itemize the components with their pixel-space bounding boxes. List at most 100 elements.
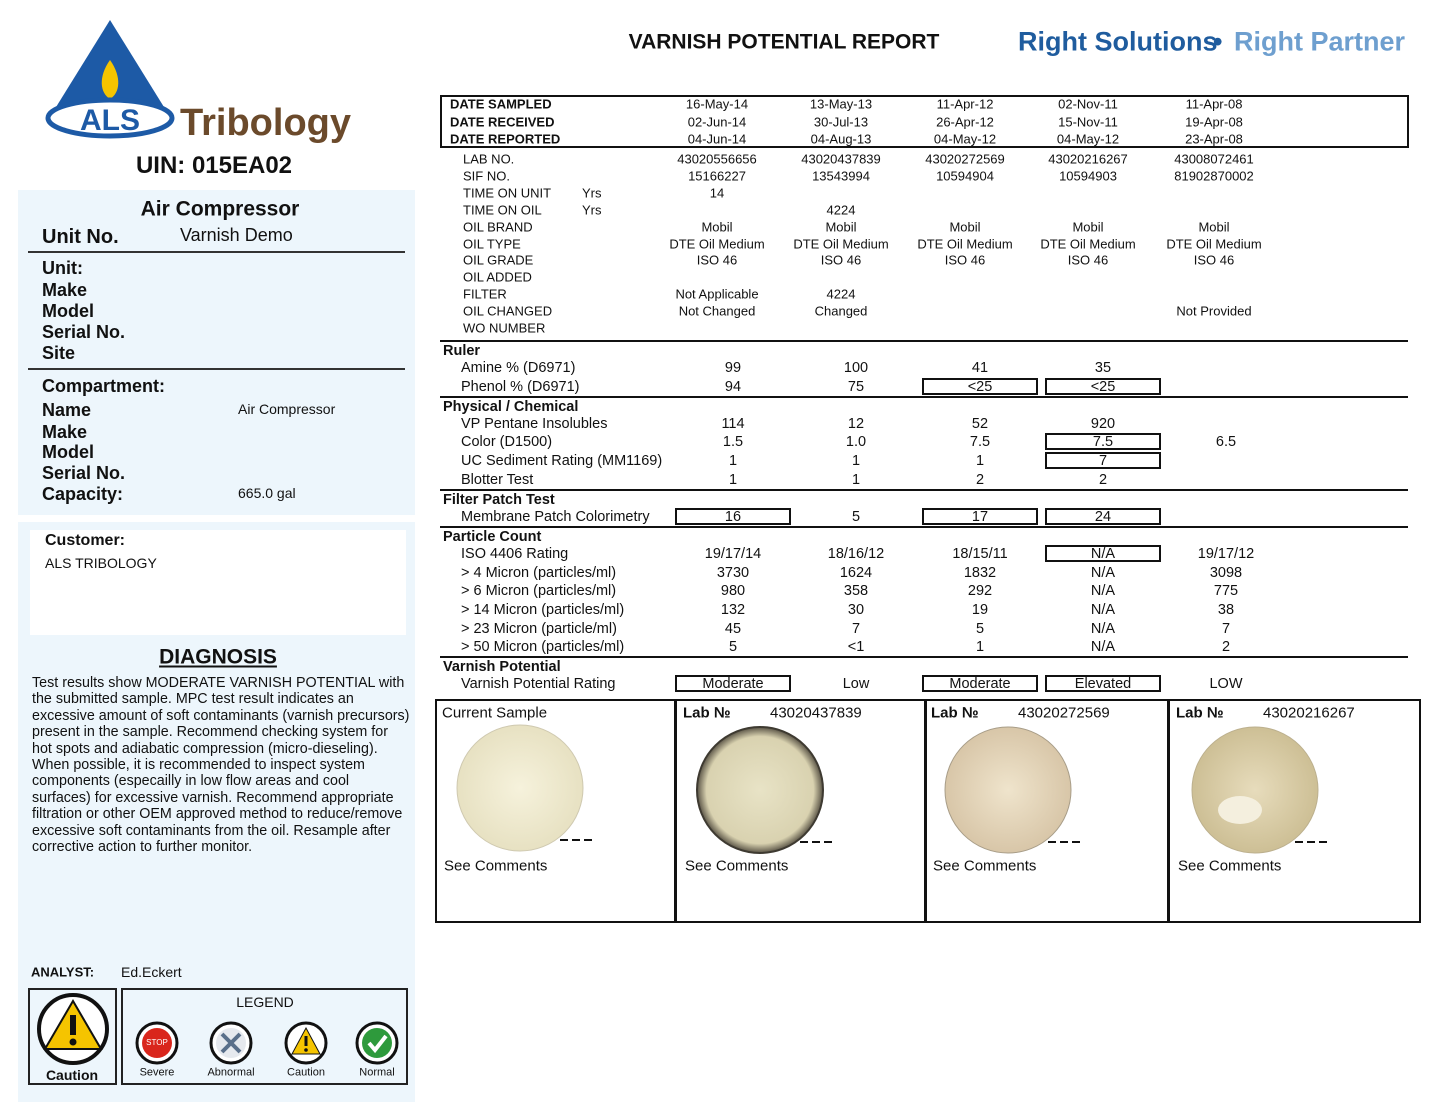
compartment-heading: Compartment:: [42, 376, 166, 396]
test-value: 2: [1221, 639, 1231, 656]
value-box: [1045, 452, 1161, 470]
info-label: FILTER: [463, 286, 507, 302]
value-box: [1045, 377, 1161, 395]
customer-box: [30, 530, 406, 635]
info-value: Not Changed: [678, 303, 756, 319]
field-value: 665.0 gal: [238, 485, 296, 501]
field-label: Model: [42, 301, 94, 321]
date-label: DATE SAMPLED: [450, 96, 552, 112]
sample-label: Current Sample: [442, 704, 548, 722]
field-label: Make: [42, 422, 88, 442]
sample-images: [456, 724, 1327, 854]
legend-icons: [135, 1021, 399, 1065]
test-value: 16: [724, 508, 742, 525]
date-value: 13-May-13: [809, 96, 873, 112]
sample-label: Lab №: [1176, 704, 1224, 722]
date-value: 23-Apr-08: [1185, 131, 1243, 147]
test-label: Blotter Test: [461, 471, 534, 488]
info-value: 10594904: [936, 168, 994, 184]
status-box: [28, 988, 117, 1085]
test-value: 100: [843, 359, 869, 376]
test-value: 3730: [716, 564, 750, 581]
date-value: 16-May-14: [685, 96, 749, 112]
test-value: 7: [1098, 452, 1108, 469]
field-label: Site: [42, 343, 76, 363]
divider: [924, 699, 927, 923]
test-value: N/A: [1090, 639, 1116, 656]
test-value: LOW: [1209, 676, 1243, 693]
value-box: [675, 675, 791, 693]
info-value: Mobil: [1198, 219, 1230, 235]
test-value: 1624: [839, 564, 873, 581]
caution-icon: [37, 993, 109, 1065]
analyst-label: ANALYST:: [31, 964, 95, 980]
test-value: 7.5: [1092, 434, 1114, 451]
section-rule: [440, 525, 1408, 528]
info-value: Mobil: [701, 219, 733, 235]
test-label: VP Pentane Insolubles: [461, 415, 608, 432]
section-name: Physical / Chemical: [443, 398, 579, 415]
info-value: Not Provided: [1176, 303, 1252, 319]
sample-lab-no: 43020216267: [1263, 704, 1355, 722]
test-value: 5: [728, 639, 738, 656]
test-value: 3098: [1209, 564, 1243, 581]
report-title: VARNISH POTENTIAL REPORT: [628, 30, 940, 54]
test-value: Moderate: [702, 676, 764, 693]
date-value: 11-Apr-08: [1185, 96, 1243, 112]
info-unit: Yrs: [582, 202, 602, 218]
test-label: Membrane Patch Colorimetry: [461, 508, 650, 525]
info-label: SIF NO.: [463, 168, 510, 184]
section-rule: [440, 656, 1408, 659]
info-value: DTE Oil Medium: [917, 236, 1013, 251]
info-value: DTE Oil Medium: [793, 236, 889, 251]
test-label: Color (D1500): [461, 434, 553, 451]
section-name: Varnish Potential: [443, 659, 561, 676]
value-box: [1045, 507, 1161, 525]
test-value: Moderate: [949, 676, 1011, 693]
value-box: [922, 675, 1038, 693]
legend-item: Normal: [359, 1066, 395, 1079]
test-value: 17: [971, 508, 989, 525]
logo-als: ALS: [80, 104, 140, 137]
info-label: OIL ADDED: [463, 269, 532, 285]
test-value: 38: [1217, 601, 1235, 618]
test-value: 1: [975, 639, 985, 656]
field-label: Name: [42, 400, 92, 420]
section-rule: [440, 395, 1408, 398]
sample-note: See Comments: [1178, 857, 1282, 875]
test-value: 1832: [963, 564, 997, 581]
section-name: Particle Count: [443, 528, 542, 545]
test-value: N/A: [1090, 620, 1116, 637]
test-value: 6.5: [1215, 434, 1237, 451]
test-label: > 4 Micron (particles/ml): [461, 564, 617, 581]
info-value: 43020437839: [801, 151, 881, 167]
date-value: 04-May-12: [933, 131, 997, 147]
analyst-name: Ed.Eckert: [121, 964, 182, 980]
dates-box: [440, 95, 1409, 148]
test-value: 19: [971, 601, 989, 618]
field-value: Air Compressor: [238, 401, 336, 417]
legend-item: Caution: [287, 1066, 325, 1079]
info-value: 15166227: [688, 168, 746, 184]
test-label: > 14 Micron (particles/ml): [461, 601, 625, 618]
info-value: Not Applicable: [675, 286, 759, 302]
info-label: TIME ON UNIT: [463, 185, 552, 201]
info-value: Mobil: [825, 219, 857, 235]
info-label: LAB NO.: [463, 151, 515, 167]
test-value: 41: [971, 359, 989, 376]
test-value: <1: [847, 639, 865, 656]
legend-title: LEGEND: [236, 994, 294, 1010]
stop-text: STOP: [146, 1038, 168, 1047]
info-value: DTE Oil Medium: [669, 236, 765, 251]
uin: UIN: 015EA02: [135, 152, 293, 179]
info-value: ISO 46: [1193, 252, 1235, 268]
test-value: 19/17/14: [704, 545, 762, 562]
test-value: 114: [721, 415, 745, 432]
legend-box: [121, 988, 408, 1085]
divider: [1167, 699, 1170, 923]
test-value: 30: [847, 601, 865, 618]
sample-label: Lab №: [683, 704, 731, 722]
section-rule: [440, 340, 1408, 342]
sample-lab-no: 43020437839: [770, 704, 862, 722]
info-value: DTE Oil Medium: [1040, 236, 1136, 251]
